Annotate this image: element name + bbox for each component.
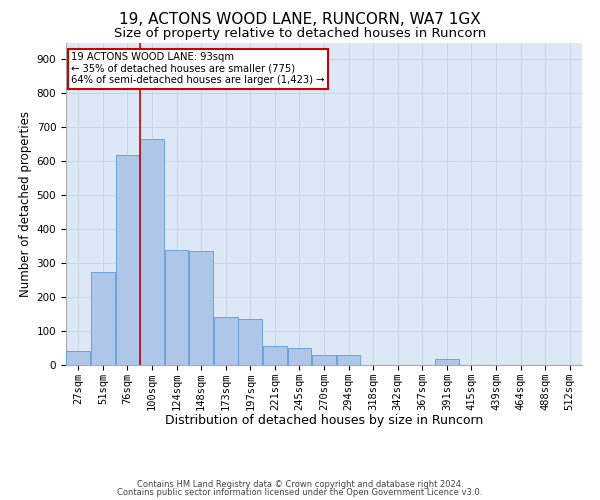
Bar: [164, 250, 188, 365]
Bar: [312, 355, 336, 365]
Text: 19, ACTONS WOOD LANE, RUNCORN, WA7 1GX: 19, ACTONS WOOD LANE, RUNCORN, WA7 1GX: [119, 12, 481, 28]
Text: Size of property relative to detached houses in Runcorn: Size of property relative to detached ho…: [114, 28, 486, 40]
Bar: [238, 319, 262, 365]
Bar: [116, 154, 139, 365]
Bar: [189, 252, 213, 365]
Text: Contains public sector information licensed under the Open Government Licence v3: Contains public sector information licen…: [118, 488, 482, 497]
Bar: [337, 355, 361, 365]
Y-axis label: Number of detached properties: Number of detached properties: [19, 111, 32, 296]
Text: Contains HM Land Registry data © Crown copyright and database right 2024.: Contains HM Land Registry data © Crown c…: [137, 480, 463, 489]
X-axis label: Distribution of detached houses by size in Runcorn: Distribution of detached houses by size …: [165, 414, 483, 428]
Text: 19 ACTONS WOOD LANE: 93sqm
← 35% of detached houses are smaller (775)
64% of sem: 19 ACTONS WOOD LANE: 93sqm ← 35% of deta…: [71, 52, 325, 86]
Bar: [91, 272, 115, 365]
Bar: [214, 318, 238, 365]
Bar: [140, 139, 164, 365]
Bar: [287, 348, 311, 365]
Bar: [263, 346, 287, 365]
Bar: [435, 359, 459, 365]
Bar: [67, 350, 90, 365]
